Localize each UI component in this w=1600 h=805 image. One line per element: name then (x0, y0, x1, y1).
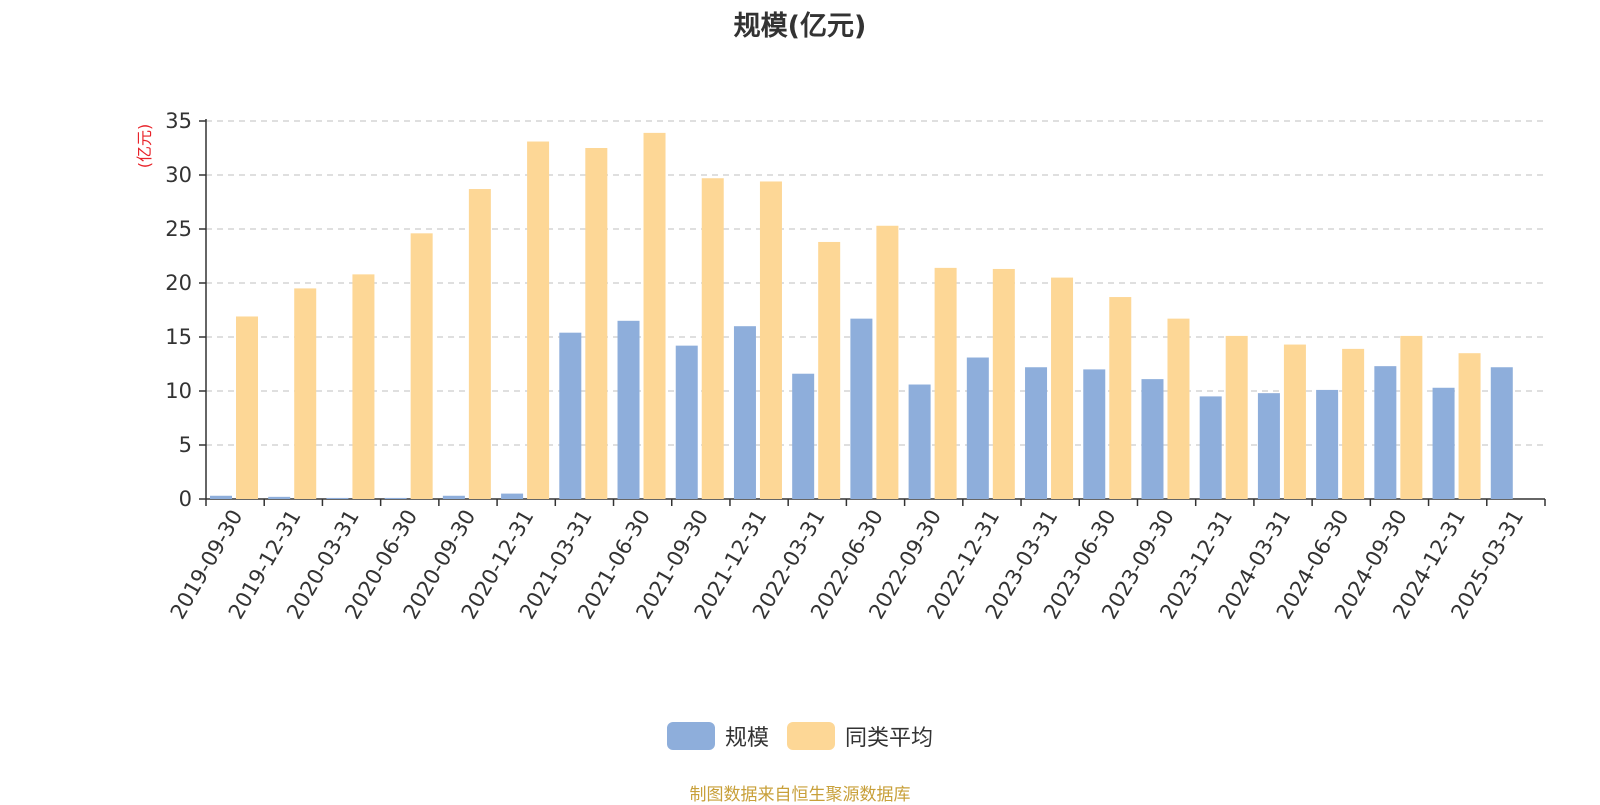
bar-scale (733, 326, 756, 499)
bar-scale (1316, 389, 1339, 499)
legend-label-scale: 规模 (724, 726, 769, 751)
bar-scale (1141, 379, 1164, 499)
bar-peer-average (1051, 277, 1074, 499)
data-source-note: 制图数据来自恒生聚源数据库 (689, 785, 911, 805)
bar-scale (268, 496, 291, 499)
bar-scale (326, 497, 349, 499)
legend-swatch-peer-average (787, 722, 835, 750)
bar-peer-average (1109, 297, 1132, 499)
bar-chart: 05101520253035(亿元)2019-09-302019-12-3120… (135, 109, 1546, 623)
bar-peer-average (701, 178, 724, 500)
bar-peer-average (1225, 335, 1248, 499)
y-tick-label: 20 (165, 271, 192, 295)
bar-peer-average (992, 268, 1015, 499)
bar-peer-average (643, 132, 666, 499)
bar-peer-average (468, 189, 491, 500)
chart-title: 规模(亿元) (733, 11, 867, 42)
bar-peer-average (1167, 318, 1190, 499)
bar-scale (384, 497, 407, 499)
y-tick-label: 5 (179, 433, 192, 457)
bar-scale (210, 495, 232, 499)
legend: 规模 同类平均 (0, 720, 1600, 752)
bar-peer-average (527, 141, 550, 499)
y-tick-label: 35 (165, 109, 192, 133)
bar-scale (1083, 369, 1106, 499)
bar-scale (1432, 387, 1455, 499)
legend-label-peer-average: 同类平均 (845, 726, 934, 751)
bar-peer-average (585, 148, 608, 499)
bar-scale (908, 384, 931, 499)
bar-peer-average (1283, 344, 1306, 499)
bar-peer-average (294, 288, 317, 499)
bar-scale (792, 373, 815, 499)
bar-scale (1199, 396, 1222, 499)
bar-scale (1490, 367, 1513, 499)
legend-item-peer-average[interactable]: 同类平均 (787, 720, 933, 752)
y-tick-label: 0 (179, 487, 192, 511)
bar-peer-average (410, 233, 433, 499)
bar-peer-average (1458, 353, 1481, 499)
bar-scale (617, 320, 640, 499)
bar-scale (1257, 393, 1280, 499)
bar-peer-average (759, 181, 782, 500)
y-axis-label: (亿元) (135, 124, 154, 169)
bar-peer-average (352, 274, 375, 499)
legend-swatch-scale (666, 722, 715, 750)
y-tick-label: 30 (165, 163, 192, 187)
bar-peer-average (818, 241, 841, 499)
bar-scale (850, 318, 873, 499)
bar-peer-average (1342, 348, 1365, 499)
bar-scale (559, 332, 582, 499)
bar-scale (501, 493, 524, 499)
bar-scale (1374, 366, 1397, 499)
bar-peer-average (236, 316, 258, 499)
bar-peer-average (876, 225, 899, 499)
y-tick-label: 10 (165, 379, 192, 403)
bar-peer-average (934, 267, 957, 499)
legend-item-scale[interactable]: 规模 (666, 720, 769, 752)
y-tick-label: 25 (165, 217, 192, 241)
y-tick-label: 15 (165, 325, 192, 349)
bar-scale (1025, 367, 1048, 499)
bar-scale (442, 495, 465, 499)
bar-peer-average (1400, 335, 1423, 499)
bar-scale (966, 357, 989, 499)
bar-scale (675, 345, 698, 499)
